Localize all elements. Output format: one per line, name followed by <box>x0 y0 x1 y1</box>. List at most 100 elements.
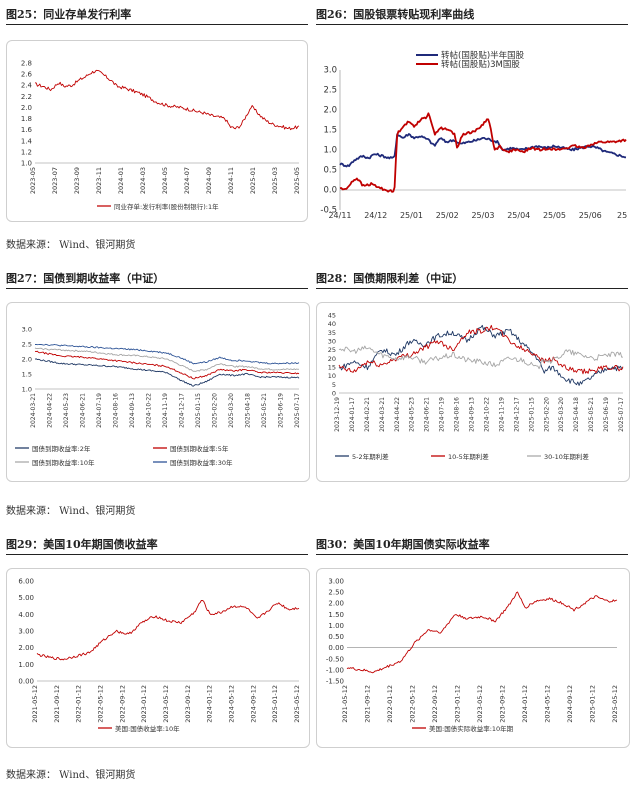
legend-label: 国债到期收益率:5年 <box>170 444 229 453</box>
x-tick-label: 25/04 <box>507 211 530 220</box>
y-tick-label: 2.5 <box>323 86 337 96</box>
x-tick-label: 2023-05 <box>29 167 37 194</box>
y-tick-label: 3.00 <box>18 628 34 636</box>
x-tick-label: 2022-05-12 <box>97 685 105 723</box>
y-tick-label: 2.2 <box>21 93 32 101</box>
series-line-3 <box>338 345 624 370</box>
x-tick-label: 2025-04-18 <box>245 393 252 428</box>
y-tick-label: -0.50 <box>326 655 344 663</box>
title-rule-26 <box>316 24 628 25</box>
series-line-1 <box>36 600 300 661</box>
y-tick-label: 2.0 <box>22 356 32 364</box>
x-tick-label: 2021-05-12 <box>31 685 39 723</box>
x-tick-label: 2023-01-12 <box>454 685 462 723</box>
x-tick-label: 2025-07-17 <box>618 397 625 432</box>
chart-panel-28: 45 40 35 30 25 20 15 10 5 0 2023-12-19 2024-01-17 20… <box>316 302 630 482</box>
legend-label: 美国:国债实际收益率:10年期 <box>429 724 514 733</box>
x-tick-label: 2024-11 <box>227 167 235 194</box>
y-tick-label: 0 <box>332 390 336 398</box>
title-rule-27 <box>6 288 308 289</box>
legend-label: 同业存单:发行利率(股份制银行):1年 <box>114 202 219 211</box>
x-tick-label: 2024-03-21 <box>379 397 386 432</box>
series-line-1 <box>346 591 618 674</box>
x-tick-label: 2023-12-19 <box>334 397 341 432</box>
x-tick-label: 2025-05-21 <box>588 397 595 432</box>
y-tick-label: 4.00 <box>18 611 34 619</box>
x-tick-label: 2024-05-23 <box>409 397 416 432</box>
y-tick-label: 2.5 <box>22 341 32 349</box>
legend-label: 国债到期收益率:10年 <box>32 458 95 467</box>
series-line-2 <box>34 350 300 380</box>
y-tick-label: 0.5 <box>323 166 337 176</box>
x-tick-label: 2025-01 <box>249 167 257 194</box>
x-tick-label: 24/12 <box>364 211 387 220</box>
x-tick-label: 2024-10-22 <box>146 393 153 428</box>
y-tick-label: 5 <box>332 381 336 389</box>
x-tick-label: 2025-05-21 <box>261 393 268 428</box>
chart-svg-26: 3.0 2.5 2.0 1.5 1.0 0.5 0.0 -0.524/11 24/12 25/01… <box>320 50 628 220</box>
x-tick-label: 2025-07-17 <box>294 393 301 428</box>
x-tick-label: 2024-09 <box>205 167 213 194</box>
x-tick-label: 2025-03 <box>271 167 279 194</box>
title-rule-29 <box>6 554 308 555</box>
x-tick-label: 2021-09-12 <box>53 685 61 723</box>
x-tick-label: 2024-12-17 <box>179 393 186 428</box>
y-tick-label: 1.8 <box>21 115 32 123</box>
y-tick-label: 6.00 <box>18 578 34 586</box>
x-tick-label: 25/02 <box>436 211 459 220</box>
x-tick-label: 2024-07-19 <box>439 397 446 432</box>
title-rule-30 <box>316 554 628 555</box>
x-tick-label: 2024-09-13 <box>129 393 136 428</box>
y-tick-label: 2.0 <box>323 106 337 116</box>
x-tick-label: 2024-11-19 <box>162 393 169 428</box>
x-tick-label: 2025-05-12 <box>293 685 301 723</box>
x-tick-label: 2023-09 <box>73 167 81 194</box>
y-tick-label: 2.00 <box>328 600 344 608</box>
x-tick-label: 2024-06-21 <box>424 397 431 432</box>
series-line-4 <box>34 343 300 365</box>
x-tick-label: 2024-01-12 <box>206 685 214 723</box>
x-tick-label: 2024-01-17 <box>349 397 356 432</box>
y-tick-label: 1.0 <box>21 160 32 168</box>
x-tick-label: 2021-05-12 <box>341 685 349 723</box>
x-tick-label: 2022-09-12 <box>431 685 439 723</box>
x-tick-label: 25/03 <box>471 211 494 220</box>
legend-label: 10-5年期利差 <box>448 452 489 461</box>
x-tick-label: 2021-09-12 <box>364 685 372 723</box>
y-tick-label: -1.00 <box>326 666 344 674</box>
y-tick-label: 1.5 <box>22 371 32 379</box>
chart-title-28: 图28：国债期限利差（中证） <box>316 272 464 285</box>
y-tick-label: 0.00 <box>328 644 344 652</box>
y-tick-label: 40 <box>328 320 336 328</box>
y-tick-label: 25 <box>328 346 336 354</box>
y-tick-label: 2.50 <box>328 589 344 597</box>
chart-panel-30: 3.00 2.50 2.00 1.50 1.00 0.50 0.00 -0.50 -1.00 -1… <box>316 568 630 748</box>
x-tick-label: 2024-11-19 <box>498 397 505 432</box>
x-tick-label: 2023-11 <box>95 167 103 194</box>
y-tick-label: 0.0 <box>323 186 337 196</box>
x-tick-label: 2024-07-19 <box>96 393 103 428</box>
y-tick-label: 1.0 <box>22 386 32 394</box>
x-tick-label: 2025-02-20 <box>212 393 219 428</box>
y-tick-label: -1.50 <box>326 678 344 686</box>
y-tick-label: 1.50 <box>328 611 344 619</box>
x-tick-label: 2024-10-22 <box>483 397 490 432</box>
chart-panel-26: 3.0 2.5 2.0 1.5 1.0 0.5 0.0 -0.5 24/11 24/12 25/01… <box>316 40 628 220</box>
y-tick-label: 1.00 <box>18 661 34 669</box>
x-tick-label: 2024-03 <box>139 167 147 194</box>
y-tick-label: 1.0 <box>323 146 337 156</box>
chart-svg-30: 3.00 2.50 2.00 1.50 1.00 0.50 0.00 -0.50 -1.00 -1… <box>326 578 619 734</box>
legend-label: 5-2年期利差 <box>352 452 389 461</box>
series-line-1 <box>34 69 300 131</box>
y-tick-label: 20 <box>328 355 336 363</box>
x-tick-label: 2022-01-12 <box>75 685 83 723</box>
x-tick-label: 2024-01-12 <box>521 685 529 723</box>
y-tick-label: 2.4 <box>21 82 33 90</box>
x-tick-label: 2022-09-12 <box>118 685 126 723</box>
x-tick-label: 25/06 <box>579 211 602 220</box>
x-tick-label: 2023-05-12 <box>476 685 484 723</box>
title-rule-28 <box>316 288 628 289</box>
